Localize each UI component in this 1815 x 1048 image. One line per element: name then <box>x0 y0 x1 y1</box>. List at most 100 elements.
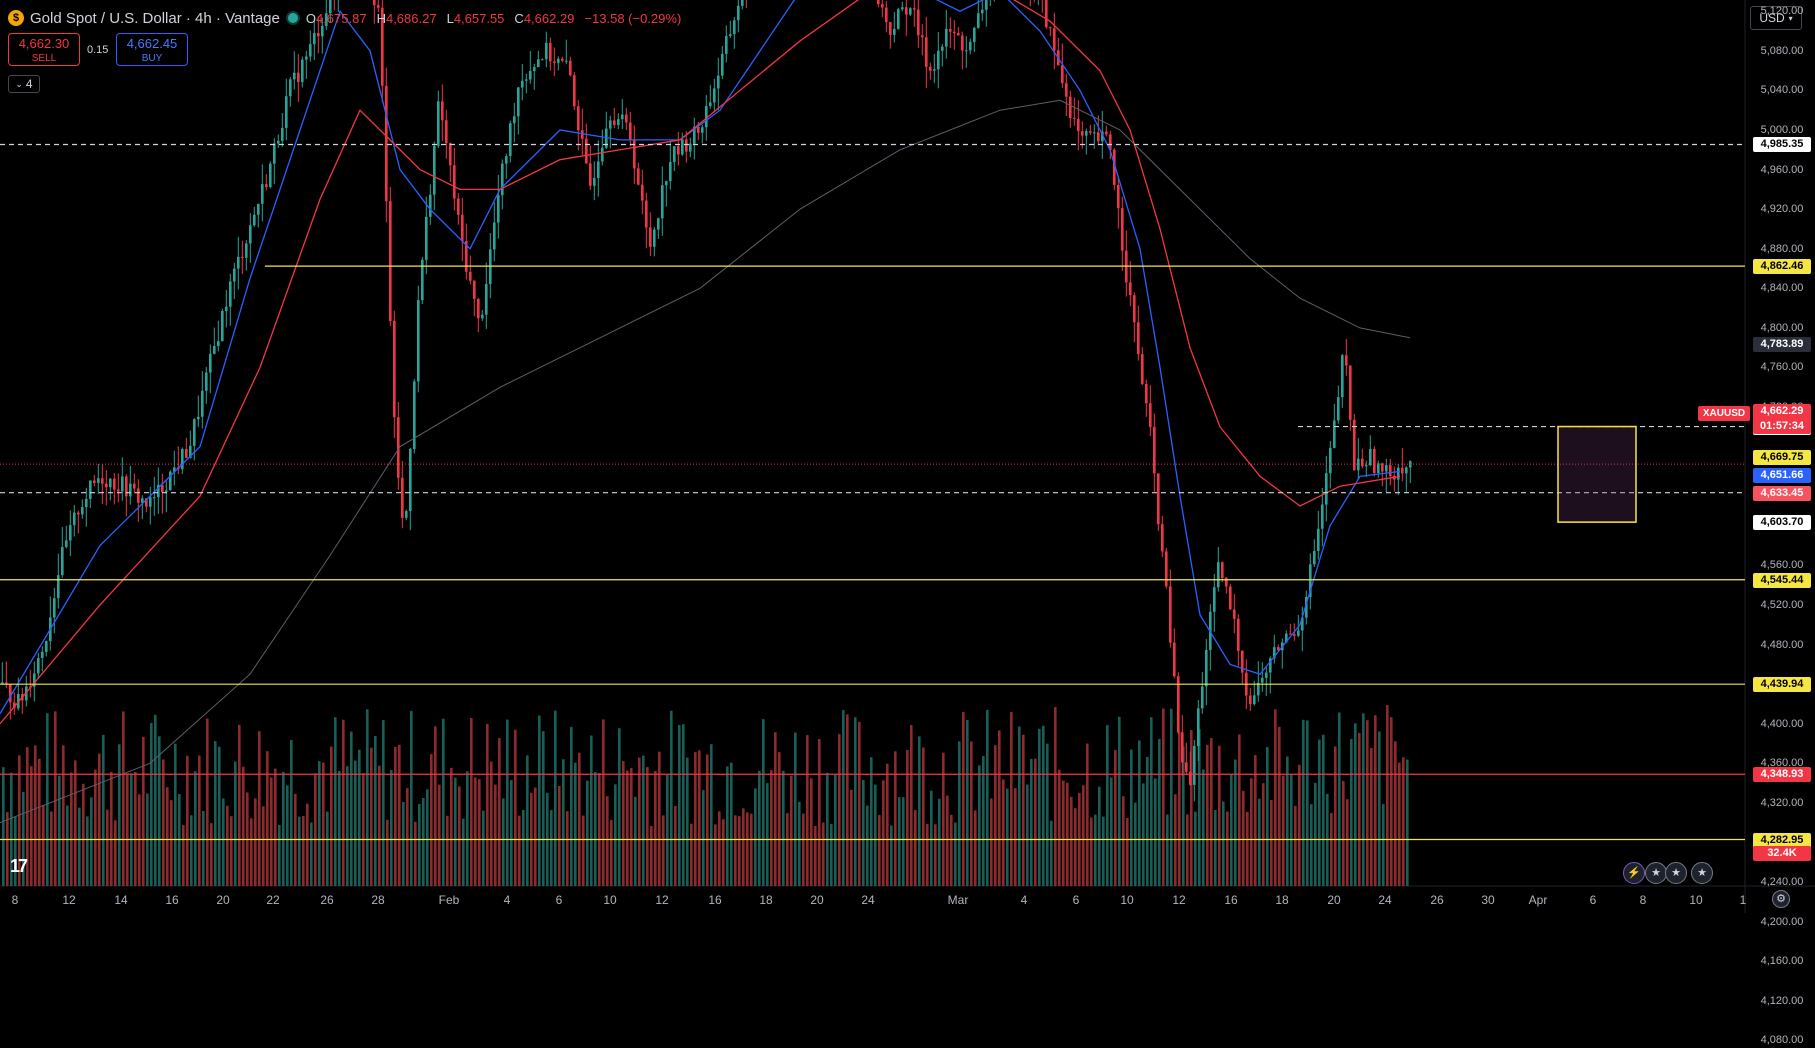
volume-bar <box>734 815 737 886</box>
candle <box>573 75 576 107</box>
candle <box>1217 562 1220 588</box>
volume-bar <box>1018 726 1021 886</box>
settings-gear-icon[interactable]: ⚙ <box>1772 890 1790 908</box>
us-flag-icon[interactable]: ★ <box>1691 862 1713 884</box>
candle <box>1101 131 1104 142</box>
price-chart[interactable] <box>0 0 1815 913</box>
volume-bar <box>422 798 425 886</box>
candle <box>105 483 108 488</box>
volume-bar <box>1354 723 1357 886</box>
candle <box>329 0 332 14</box>
moving-average-line <box>0 99 1411 824</box>
candle <box>201 390 204 417</box>
price-tick-label: 4,920.00 <box>1760 203 1804 216</box>
candle <box>949 28 952 32</box>
volume-bar <box>1390 717 1393 886</box>
price-badge-level-4348: 4,348.93 <box>1753 767 1811 783</box>
time-tick-label: 18 <box>759 893 773 907</box>
volume-bar <box>306 803 309 886</box>
volume-bar <box>878 815 881 886</box>
candle <box>117 489 120 492</box>
volume-bar <box>366 709 369 886</box>
volume-bar <box>714 824 717 886</box>
volume-bar <box>1138 740 1141 886</box>
candle <box>65 540 68 547</box>
candle <box>1201 686 1204 709</box>
candle <box>653 229 656 247</box>
candle <box>505 156 508 164</box>
buy-button[interactable]: 4,662.45 BUY <box>116 33 188 66</box>
candle <box>165 490 168 493</box>
volume-bar <box>190 815 193 886</box>
volume-bar <box>58 775 61 886</box>
volume-bar <box>722 819 725 886</box>
volume-bar <box>430 754 433 886</box>
candle <box>1397 467 1400 480</box>
volume-bar <box>574 762 577 886</box>
candle <box>593 178 596 186</box>
volume-bar <box>1150 717 1153 886</box>
lightning-icon[interactable]: ⚡ <box>1623 862 1645 884</box>
candle <box>449 143 452 166</box>
volume-bar <box>1126 818 1129 886</box>
volume-bar <box>926 823 929 886</box>
volume-bar <box>554 710 557 886</box>
volume-bar <box>950 814 953 886</box>
volume-bar <box>902 797 905 886</box>
time-tick-label: 28 <box>371 893 385 907</box>
volume-bar <box>398 744 401 886</box>
volume-bar <box>826 772 829 886</box>
candle <box>953 31 956 33</box>
currency-select[interactable]: USD ▾ <box>1750 6 1802 30</box>
volume-bar <box>962 712 965 886</box>
ohlc-low: L4,657.55 <box>446 10 505 26</box>
volume-bar <box>970 741 973 886</box>
time-tick-label: 8 <box>1639 893 1647 907</box>
volume-bar <box>202 810 205 886</box>
candle <box>1205 649 1208 687</box>
us-flag-icon[interactable]: ★ <box>1645 862 1667 884</box>
candle <box>157 484 160 498</box>
candle <box>1337 397 1340 421</box>
sell-button[interactable]: 4,662.30 SELL <box>8 33 80 66</box>
volume-bar <box>1250 778 1253 886</box>
price-tick-label: 4,960.00 <box>1760 163 1804 176</box>
price-badge-level-4633: 4,633.45 <box>1753 485 1811 501</box>
volume-bar <box>986 709 989 886</box>
candle <box>301 59 304 83</box>
candle <box>409 448 412 512</box>
candle <box>1269 658 1272 673</box>
candle <box>565 60 568 62</box>
volume-bar <box>1282 775 1285 886</box>
tradingview-logo-icon[interactable]: 17 <box>10 856 28 876</box>
candle <box>1385 465 1388 472</box>
volume-bar <box>118 744 121 886</box>
volume-bar <box>1222 801 1225 886</box>
volume-bar <box>1106 725 1109 886</box>
us-flag-icon[interactable]: ★ <box>1665 862 1687 884</box>
volume-bar <box>478 779 481 886</box>
volume-bar <box>990 798 993 886</box>
volume-bar <box>1102 816 1105 886</box>
candle <box>889 22 892 35</box>
volume-bar <box>362 773 365 886</box>
candle <box>901 7 904 10</box>
candle <box>669 162 672 182</box>
candle <box>1381 463 1384 472</box>
candle <box>1285 633 1288 643</box>
volume-bar <box>654 770 657 886</box>
volume-bar <box>954 822 957 886</box>
price-tick-label: 4,360.00 <box>1760 757 1804 770</box>
volume-bar <box>14 816 17 886</box>
volume-bar <box>1386 705 1389 886</box>
indicators-toggle[interactable]: ⌄ 4 <box>8 75 40 93</box>
volume-bar <box>798 801 801 886</box>
moving-average-line <box>0 0 1401 725</box>
candle <box>969 41 972 51</box>
volume-bar <box>182 825 185 886</box>
symbol-title[interactable]: Gold Spot / U.S. Dollar · 4h · Vantage <box>30 9 280 27</box>
ohlc-close: C4,662.29 <box>514 10 575 26</box>
volume-bar <box>1322 734 1325 886</box>
volume-bar <box>330 746 333 886</box>
